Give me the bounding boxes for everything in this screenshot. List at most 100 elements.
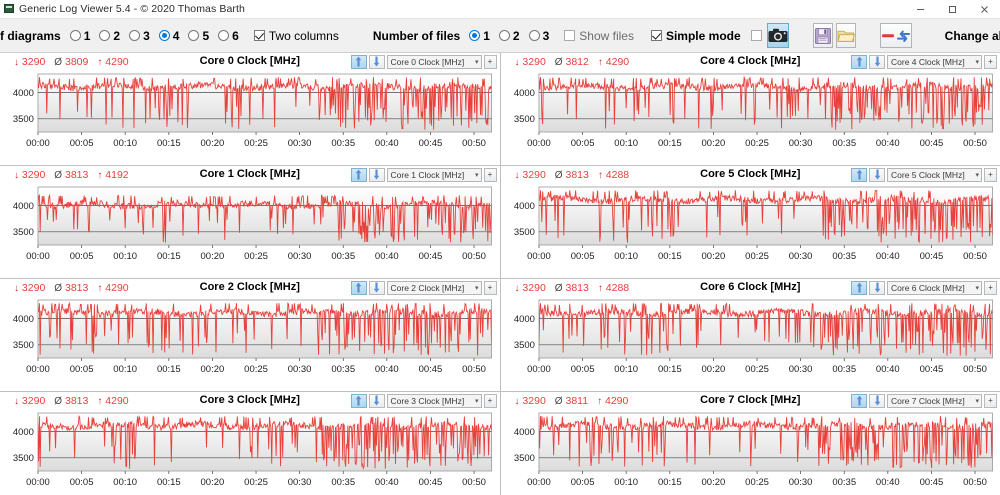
chart-area[interactable]: 3500 4000 00:00 00:05 00:10 00:15 00:20 00:25 00… bbox=[501, 70, 1000, 165]
save-button[interactable] bbox=[812, 23, 833, 48]
panel-move-up-button[interactable] bbox=[350, 167, 367, 182]
chevron-down-icon: ▾ bbox=[975, 171, 979, 179]
diagrams-option-5[interactable]: 5 bbox=[188, 29, 209, 43]
camera-button[interactable] bbox=[766, 23, 789, 48]
panel-add-button[interactable]: + bbox=[984, 167, 997, 182]
panel-move-up-button[interactable] bbox=[851, 167, 867, 182]
chart-area[interactable]: 3500 4000 00:00 00:05 00:10 00:15 00:20 00:25 00… bbox=[501, 409, 1000, 495]
panel-add-button[interactable]: + bbox=[984, 280, 997, 295]
radio-label: 4 bbox=[172, 28, 180, 43]
two-columns-checkbox[interactable]: Two columns bbox=[253, 29, 339, 43]
panel-add-button[interactable]: + bbox=[483, 393, 497, 408]
panel-series-select[interactable]: Core 3 Clock [MHz] ▾ bbox=[386, 393, 482, 408]
open-folder-button[interactable] bbox=[835, 23, 856, 48]
diagrams-option-2[interactable]: 2 bbox=[99, 29, 120, 43]
panel-add-button[interactable]: + bbox=[984, 54, 997, 69]
svg-text:00:10: 00:10 bbox=[113, 477, 137, 488]
diagrams-option-3[interactable]: 3 bbox=[129, 29, 150, 43]
panel-move-up-button[interactable] bbox=[350, 393, 367, 408]
chart-area[interactable]: 3500 4000 00:00 00:05 00:10 00:15 00:20 00:25 00… bbox=[501, 296, 1000, 391]
svg-text:00:15: 00:15 bbox=[157, 477, 181, 488]
svg-text:00:20: 00:20 bbox=[701, 477, 725, 488]
refresh-button[interactable] bbox=[879, 23, 912, 48]
minus-swap-icon bbox=[881, 30, 910, 42]
svg-text:00:45: 00:45 bbox=[919, 138, 943, 149]
panel-series-select[interactable]: Core 0 Clock [MHz] ▾ bbox=[386, 54, 482, 69]
panel-move-up-button[interactable] bbox=[350, 280, 367, 295]
panel-move-up-button[interactable] bbox=[350, 54, 367, 69]
panel-add-button[interactable]: + bbox=[483, 280, 497, 295]
panel-move-down-button[interactable] bbox=[869, 167, 885, 182]
panel-series-select[interactable]: Core 5 Clock [MHz] ▾ bbox=[887, 167, 982, 182]
svg-text:00:40: 00:40 bbox=[375, 364, 399, 375]
panel-header: Core 7 Clock [MHz] ↓ 3290 Ø 3811 ↑ 4290 Core… bbox=[501, 392, 1000, 409]
svg-text:4000: 4000 bbox=[13, 427, 34, 438]
panel-add-button[interactable]: + bbox=[483, 167, 497, 182]
chart-area[interactable]: 3500 4000 00:00 00:05 00:10 00:15 00:20 00:25 00… bbox=[0, 183, 500, 278]
toolbar: f diagrams 1 2 3 4 5 6 Two columns Numbe… bbox=[0, 19, 1000, 53]
svg-text:00:30: 00:30 bbox=[288, 477, 312, 488]
svg-text:00:05: 00:05 bbox=[70, 477, 94, 488]
svg-text:00:20: 00:20 bbox=[201, 364, 225, 375]
chart-area[interactable]: 3500 4000 00:00 00:05 00:10 00:15 00:20 00:25 00… bbox=[501, 183, 1000, 278]
svg-text:3500: 3500 bbox=[13, 114, 34, 125]
diagrams-option-6[interactable]: 6 bbox=[218, 29, 239, 43]
close-button[interactable] bbox=[968, 0, 1000, 18]
stat-max: ↑ 4290 bbox=[97, 394, 129, 407]
panel-move-down-button[interactable] bbox=[368, 54, 385, 69]
minimize-button[interactable] bbox=[904, 0, 936, 18]
diagrams-option-1[interactable]: 1 bbox=[69, 29, 90, 43]
panel-move-down-button[interactable] bbox=[368, 393, 385, 408]
chart-area[interactable]: 3500 4000 00:00 00:05 00:10 00:15 00:20 00:25 00… bbox=[0, 409, 500, 495]
panel-add-button[interactable]: + bbox=[984, 393, 997, 408]
stat-min: ↓ 3290 bbox=[514, 394, 546, 407]
files-option-2[interactable]: 2 bbox=[498, 29, 520, 43]
panel-series-select[interactable]: Core 4 Clock [MHz] ▾ bbox=[887, 54, 982, 69]
svg-text:00:25: 00:25 bbox=[244, 477, 268, 488]
svg-text:00:45: 00:45 bbox=[919, 477, 943, 488]
files-option-3[interactable]: 3 bbox=[528, 29, 549, 43]
radio-dot-icon bbox=[129, 30, 141, 41]
panel-move-down-button[interactable] bbox=[869, 54, 885, 69]
panel-series-select[interactable]: Core 1 Clock [MHz] ▾ bbox=[386, 167, 482, 182]
maximize-button[interactable] bbox=[936, 0, 968, 18]
show-files-checkbox[interactable]: Show files bbox=[564, 29, 634, 43]
stat-avg: Ø 3813 bbox=[54, 394, 89, 407]
chart-area[interactable]: 3500 4000 00:00 00:05 00:10 00:15 00:20 00:25 00… bbox=[0, 296, 500, 391]
svg-text:00:05: 00:05 bbox=[570, 251, 594, 262]
panel-move-down-button[interactable] bbox=[368, 167, 385, 182]
files-option-1[interactable]: 1 bbox=[469, 29, 490, 43]
panel-move-up-button[interactable] bbox=[851, 54, 867, 69]
svg-text:4000: 4000 bbox=[513, 88, 534, 99]
panel-move-up-button[interactable] bbox=[851, 280, 867, 295]
diagrams-option-4[interactable]: 4 bbox=[158, 28, 180, 43]
panel-add-button[interactable]: + bbox=[483, 54, 497, 69]
screenshot-checkbox[interactable] bbox=[750, 30, 766, 41]
panel-move-down-button[interactable] bbox=[368, 280, 385, 295]
panel-controls: Core 6 Clock [MHz] ▾ + bbox=[851, 280, 997, 295]
panel-move-down-button[interactable] bbox=[869, 280, 885, 295]
panel-series-value: Core 5 Clock [MHz] bbox=[891, 169, 965, 180]
svg-text:00:40: 00:40 bbox=[875, 251, 899, 262]
svg-text:00:20: 00:20 bbox=[701, 138, 725, 149]
svg-text:00:30: 00:30 bbox=[788, 477, 812, 488]
svg-text:00:05: 00:05 bbox=[70, 364, 94, 375]
svg-text:00:20: 00:20 bbox=[201, 477, 225, 488]
diagram-panel: Core 2 Clock [MHz] ↓ 3290 Ø 3813 ↑ 4290 Core… bbox=[0, 279, 500, 392]
panel-header: Core 1 Clock [MHz] ↓ 3290 Ø 3813 ↑ 4192 Core… bbox=[0, 166, 500, 183]
title-bar: Generic Log Viewer 5.4 - © 2020 Thomas B… bbox=[0, 0, 1000, 19]
svg-text:00:50: 00:50 bbox=[963, 477, 987, 488]
chart-area[interactable]: 3500 4000 00:00 00:05 00:10 00:15 00:20 00:25 00… bbox=[0, 70, 500, 165]
panel-series-select[interactable]: Core 7 Clock [MHz] ▾ bbox=[887, 393, 982, 408]
panel-move-up-button[interactable] bbox=[851, 393, 867, 408]
svg-text:00:15: 00:15 bbox=[157, 251, 181, 262]
diagram-panel: Core 5 Clock [MHz] ↓ 3290 Ø 3813 ↑ 4288 Core… bbox=[500, 166, 1000, 279]
panel-move-down-button[interactable] bbox=[869, 393, 885, 408]
svg-text:00:10: 00:10 bbox=[614, 138, 638, 149]
panel-series-select[interactable]: Core 6 Clock [MHz] ▾ bbox=[887, 280, 982, 295]
radio-label: 2 bbox=[113, 28, 121, 43]
panel-series-select[interactable]: Core 2 Clock [MHz] ▾ bbox=[386, 280, 482, 295]
svg-text:00:40: 00:40 bbox=[875, 477, 899, 488]
panel-controls: Core 1 Clock [MHz] ▾ + bbox=[350, 167, 497, 182]
simple-mode-checkbox[interactable]: Simple mode bbox=[650, 29, 741, 43]
